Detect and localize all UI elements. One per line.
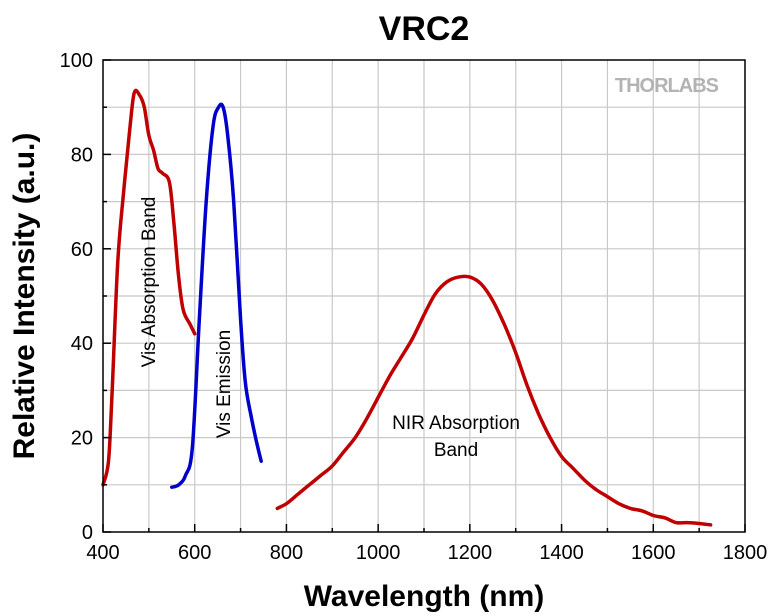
x-tick-label: 1600	[631, 542, 676, 564]
nir-absorption-label: NIR Absorption	[392, 413, 520, 434]
y-tick-label: 100	[60, 50, 93, 72]
vis-emission-label: Vis Emission	[214, 330, 235, 438]
nir-absorption-label: Band	[434, 440, 478, 461]
chart-title: VRC2	[379, 10, 470, 48]
tick-labels: 400 600 800 1000 1200 1400 1600 1800 0 20 40 60 80 10…	[60, 50, 768, 564]
x-tick-label: 600	[178, 542, 211, 564]
y-tick-label: 0	[82, 522, 93, 544]
y-tick-label: 20	[71, 428, 93, 450]
nir-absorption-line	[275, 274, 713, 527]
y-tick-label: 60	[71, 239, 93, 261]
annotations: Vis Absorption Band Vis Emission NIR Absor…	[139, 197, 520, 461]
logo-text: THORLABS	[615, 75, 719, 97]
thorlabs-logo: THORLABS	[615, 75, 720, 97]
x-axis-title: Wavelength (nm)	[304, 580, 545, 613]
y-tick-label: 40	[71, 333, 93, 355]
y-tick-label: 80	[71, 144, 93, 166]
plot-grid	[103, 60, 745, 532]
x-tick-label: 1400	[539, 542, 584, 564]
vis-absorption-line	[101, 88, 197, 487]
x-tick-label: 1000	[356, 542, 401, 564]
x-tick-label: 400	[86, 542, 119, 564]
vis-emission-line	[170, 102, 263, 489]
axis-ticks	[102, 59, 746, 533]
vis-absorption-label: Vis Absorption Band	[139, 197, 160, 368]
x-tick-label: 800	[270, 542, 303, 564]
series-group	[101, 88, 713, 527]
y-axis-title: Relative Intensity (a.u.)	[8, 133, 41, 460]
x-tick-label: 1200	[448, 542, 493, 564]
x-tick-label: 1800	[723, 542, 768, 564]
